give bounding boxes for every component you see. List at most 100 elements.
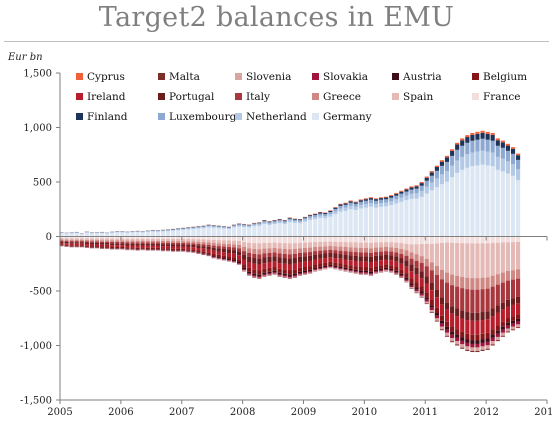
bar-segment bbox=[505, 173, 510, 237]
bar-segment bbox=[100, 246, 105, 248]
bar-segment bbox=[465, 277, 470, 290]
bar-segment bbox=[191, 245, 196, 248]
bar-segment bbox=[100, 238, 105, 241]
bar-segment bbox=[343, 207, 348, 211]
bar-segment bbox=[404, 243, 409, 251]
bar-segment bbox=[465, 320, 470, 334]
bar-segment bbox=[89, 233, 95, 237]
bar-segment bbox=[196, 241, 201, 244]
bar-segment bbox=[384, 267, 389, 270]
bar-segment bbox=[110, 232, 115, 237]
bar-segment bbox=[262, 242, 267, 249]
bar-segment bbox=[313, 259, 318, 265]
bar-segment bbox=[267, 256, 272, 263]
bar-segment bbox=[333, 246, 338, 251]
bar-segment bbox=[480, 150, 485, 165]
bar-segment bbox=[328, 266, 333, 268]
bar-segment bbox=[252, 258, 257, 264]
bar-segment bbox=[384, 236, 389, 243]
bar-segment bbox=[480, 346, 485, 350]
bar-segment bbox=[470, 334, 475, 341]
bar-segment bbox=[490, 329, 495, 335]
bar-segment bbox=[490, 341, 495, 345]
bar-segment bbox=[272, 220, 277, 222]
bar-segment bbox=[292, 275, 297, 277]
bar-segment bbox=[455, 337, 460, 342]
bar-segment bbox=[450, 149, 455, 151]
bar-segment bbox=[64, 233, 69, 237]
bar-segment bbox=[165, 244, 171, 247]
bar-segment bbox=[323, 262, 328, 266]
bar-segment bbox=[505, 150, 510, 162]
bar-segment bbox=[277, 236, 282, 243]
axes-layer: -1,500 -1,000 -500 0 500 1,000 1,500 2005 2006 20… bbox=[20, 69, 553, 419]
bar-segment bbox=[247, 236, 252, 243]
bar-segment bbox=[226, 247, 231, 250]
bar-segment bbox=[399, 258, 404, 264]
bar-segment bbox=[399, 276, 404, 278]
bar-segment bbox=[160, 230, 166, 232]
bar-segment bbox=[145, 242, 150, 244]
bar-segment bbox=[186, 244, 191, 247]
bar-segment bbox=[267, 221, 272, 223]
bar-segment bbox=[500, 140, 505, 143]
bar-segment bbox=[363, 256, 368, 262]
bar-segment bbox=[460, 340, 465, 345]
bar-segment bbox=[181, 236, 186, 239]
bar-segment bbox=[135, 232, 140, 237]
bar-segment bbox=[495, 140, 500, 146]
bar-segment bbox=[485, 288, 490, 312]
bar-segment bbox=[171, 238, 176, 242]
bar-segment bbox=[348, 201, 353, 203]
bar-segment bbox=[470, 152, 475, 167]
bar-segment bbox=[221, 227, 226, 229]
bar-segment bbox=[379, 242, 384, 248]
bar-segment bbox=[186, 228, 191, 230]
bar-segment bbox=[353, 271, 358, 273]
bar-segment bbox=[328, 216, 333, 237]
bar-segment bbox=[444, 155, 450, 158]
bar-segment bbox=[480, 130, 485, 133]
chart-title: Target2 balances in EMU bbox=[98, 2, 455, 33]
bar-segment bbox=[470, 278, 475, 290]
bar-segment bbox=[419, 236, 424, 245]
legend-swatch bbox=[312, 73, 319, 80]
bar-segment bbox=[145, 230, 150, 232]
bar-segment bbox=[470, 320, 475, 335]
bar-segment bbox=[267, 271, 272, 274]
bar-segment bbox=[505, 306, 510, 319]
bar-segment bbox=[414, 244, 419, 255]
bar-segment bbox=[353, 206, 358, 211]
bar-segment bbox=[105, 238, 110, 241]
bar-segment bbox=[221, 255, 226, 259]
legend-swatch bbox=[472, 93, 479, 100]
bar-segment bbox=[226, 244, 231, 248]
bar-segment bbox=[338, 258, 343, 264]
bar-segment bbox=[79, 242, 84, 244]
bar-segment bbox=[363, 273, 368, 275]
bar-segment bbox=[373, 266, 379, 270]
bar-segment bbox=[495, 340, 500, 342]
bar-segment bbox=[191, 239, 196, 242]
bar-segment bbox=[262, 257, 267, 264]
bar-segment bbox=[302, 221, 308, 237]
bar-segment bbox=[368, 273, 374, 275]
bar-segment bbox=[510, 316, 516, 321]
bar-segment bbox=[226, 236, 231, 241]
bar-segment bbox=[384, 264, 389, 268]
bar-segment bbox=[515, 180, 521, 237]
bar-segment bbox=[490, 166, 495, 237]
title-divider bbox=[4, 41, 549, 42]
bar-segment bbox=[257, 224, 262, 226]
bar-segment bbox=[409, 236, 414, 245]
bar-segment bbox=[94, 244, 100, 247]
bar-segment bbox=[59, 241, 64, 243]
bar-segment bbox=[59, 233, 64, 237]
y-tick-label: -1,000 bbox=[20, 341, 52, 352]
bar-segment bbox=[247, 256, 252, 263]
bar-segment bbox=[455, 142, 460, 145]
bar-segment bbox=[165, 238, 171, 241]
bar-segment bbox=[515, 296, 521, 304]
bar-segment bbox=[221, 259, 226, 260]
bar-segment bbox=[460, 140, 465, 146]
